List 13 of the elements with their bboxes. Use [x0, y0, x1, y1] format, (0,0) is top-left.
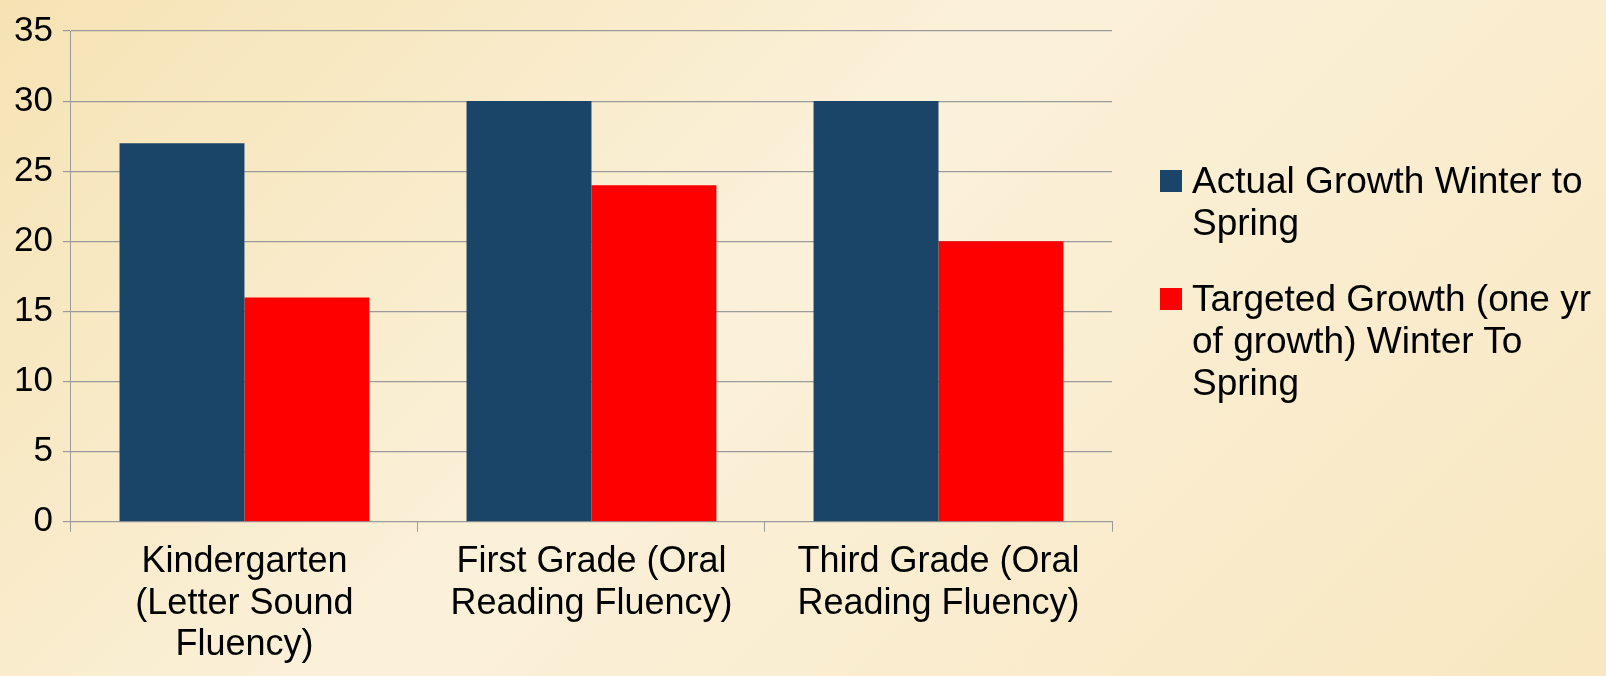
- y-tick-label: 25: [13, 148, 53, 188]
- y-tick-label: 5: [33, 429, 53, 469]
- y-tick-label: 0: [33, 499, 53, 539]
- legend-label: Actual Growth Winter to Spring: [1192, 160, 1584, 244]
- y-tick-label: 10: [13, 359, 53, 399]
- y-tick-label: 35: [13, 8, 53, 48]
- x-tick-label: Third Grade (Oral Reading Fluency): [797, 539, 1080, 622]
- legend-label: Targeted Growth (one yr of growth) Winter To Spring: [1192, 278, 1592, 404]
- x-tick-label: Kindergarten (Letter Sound Fluency): [135, 539, 354, 664]
- y-tick-label: 15: [13, 289, 53, 329]
- y-tick-label: 30: [13, 78, 53, 118]
- y-tick-label: 20: [13, 219, 53, 258]
- x-tick-label: First Grade (Oral Reading Fluency): [450, 539, 733, 622]
